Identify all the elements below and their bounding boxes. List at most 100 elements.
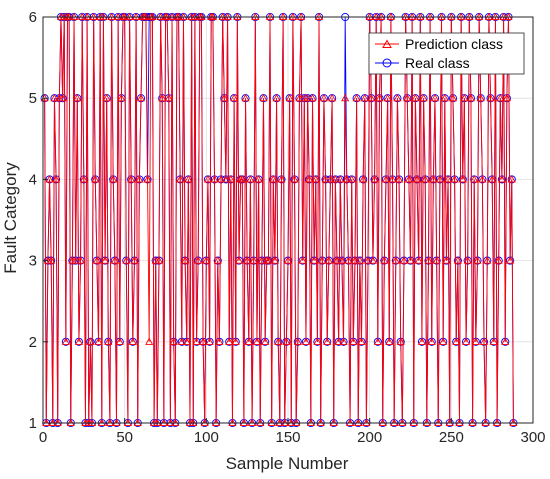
prediction-point: [489, 337, 498, 345]
prediction-point: [102, 93, 111, 102]
prediction-point: [117, 93, 126, 102]
prediction-point: [319, 93, 328, 102]
prediction-point: [252, 337, 262, 345]
series-line-prediction: [44, 16, 514, 424]
prediction-point: [337, 256, 346, 264]
x-tick-label: 50: [116, 429, 133, 446]
prediction-point: [324, 256, 333, 264]
prediction-point: [94, 337, 103, 345]
prediction-point: [399, 256, 409, 264]
prediction-point: [135, 175, 144, 183]
prediction-point: [154, 256, 164, 264]
prediction-point: [458, 175, 467, 183]
prediction-point: [424, 256, 433, 264]
prediction-point: [383, 93, 392, 102]
prediction-point: [432, 256, 441, 264]
prediction-point: [370, 175, 379, 183]
legend-triangle-marker: [382, 39, 392, 48]
prediction-point: [264, 256, 273, 264]
prediction-point: [182, 337, 191, 345]
x-axis-title: Sample Number: [226, 454, 349, 473]
prediction-point: [76, 256, 85, 264]
prediction-point: [115, 337, 124, 345]
prediction-point: [506, 256, 515, 264]
prediction-point: [404, 175, 413, 183]
prediction-point: [71, 256, 80, 264]
prediction-point: [488, 175, 497, 183]
prediction-point: [355, 256, 364, 264]
prediction-point: [202, 256, 211, 264]
prediction-point: [368, 256, 377, 264]
prediction-point: [259, 93, 268, 102]
prediction-point: [496, 93, 505, 102]
prediction-point: [395, 175, 404, 183]
prediction-point: [403, 93, 412, 102]
prediction-point: [367, 93, 376, 102]
prediction-point: [52, 175, 61, 183]
prediction-point: [473, 256, 482, 264]
prediction-point: [452, 337, 461, 345]
prediction-point: [461, 337, 471, 345]
prediction-point: [479, 337, 489, 345]
prediction-point: [336, 175, 345, 183]
prediction-point: [210, 175, 219, 183]
prediction-point: [122, 256, 131, 264]
prediction-point: [342, 175, 351, 183]
prediction-point: [313, 337, 322, 345]
prediction-point: [349, 337, 358, 345]
prediction-point: [373, 337, 382, 345]
y-axis-title: Fault Category: [1, 162, 20, 274]
prediction-point: [50, 93, 59, 102]
prediction-point: [205, 337, 214, 345]
prediction-point: [177, 337, 186, 345]
prediction-point: [79, 175, 88, 183]
x-tick-label: 300: [520, 429, 545, 446]
prediction-point: [497, 175, 507, 183]
prediction-point: [460, 93, 469, 102]
prediction-point: [417, 337, 426, 345]
prediction-point: [429, 175, 438, 183]
prediction-point: [321, 175, 330, 183]
legend-box: [368, 32, 525, 75]
axes: 0 50 100 150 200 250 300 1 2 3 4 5 6: [29, 9, 546, 446]
prediction-point: [419, 93, 428, 102]
prediction-point: [311, 175, 320, 183]
prediction-point: [471, 337, 480, 345]
prediction-point: [234, 256, 244, 264]
prediction-point: [388, 175, 397, 183]
prediction-point: [444, 175, 453, 183]
prediction-point: [406, 256, 415, 264]
prediction-point: [192, 337, 201, 345]
prediction-point: [127, 175, 136, 183]
prediction-point: [435, 175, 444, 183]
prediction-point: [74, 337, 83, 345]
prediction-point: [301, 337, 311, 345]
prediction-point: [231, 337, 240, 345]
prediction-point: [257, 256, 266, 264]
prediction-point: [225, 337, 234, 345]
prediction-point: [110, 256, 119, 264]
prediction-point: [448, 93, 458, 102]
prediction-point: [295, 93, 304, 102]
prediction-point: [290, 175, 299, 183]
prediction-point: [450, 175, 459, 183]
prediction-point: [357, 337, 366, 345]
prediction-point: [328, 93, 337, 102]
prediction-point: [350, 256, 360, 264]
prediction-point: [274, 337, 283, 345]
prediction-point: [230, 93, 239, 102]
prediction-point: [363, 256, 373, 264]
prediction-point: [169, 337, 178, 345]
prediction-point: [478, 175, 487, 183]
x-tick-label: 150: [275, 429, 300, 446]
prediction-point: [326, 175, 335, 183]
prediction-point: [486, 93, 495, 102]
prediction-point: [58, 93, 67, 102]
prediction-point: [393, 93, 402, 102]
prediction-point: [61, 337, 70, 345]
prediction-point: [442, 256, 451, 264]
prediction-point: [412, 175, 422, 183]
prediction-point: [184, 175, 193, 183]
prediction-point: [143, 175, 152, 183]
